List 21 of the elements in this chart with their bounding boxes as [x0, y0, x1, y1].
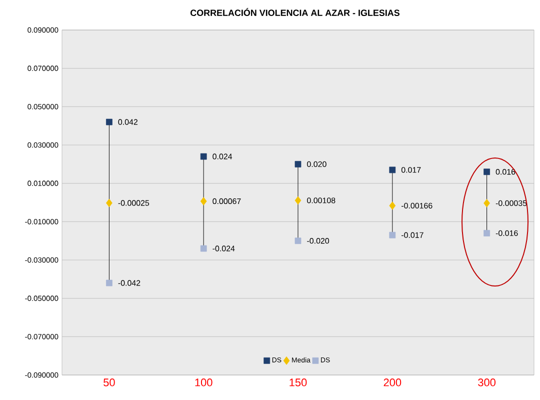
point	[294, 238, 302, 244]
point	[200, 245, 207, 252]
point	[389, 201, 396, 210]
point	[106, 198, 112, 208]
x-tick-label: 150	[290, 378, 307, 386]
point	[389, 232, 396, 238]
x-tick-label: 100	[195, 378, 212, 386]
point	[389, 166, 396, 174]
point	[200, 197, 207, 206]
point	[106, 280, 112, 286]
point	[294, 196, 302, 205]
x-tick-label: 200	[384, 378, 402, 386]
x-tick-label: 300	[478, 378, 496, 386]
point	[484, 230, 490, 236]
point	[106, 118, 112, 126]
chart-title: CORRELACIÓN VIOLENCIA AL AZAR - IGLESIAS	[190, 8, 400, 16]
x-tick-label: 50	[104, 378, 115, 386]
point	[484, 168, 490, 176]
point	[484, 198, 490, 208]
point	[294, 160, 302, 168]
point	[200, 153, 207, 160]
